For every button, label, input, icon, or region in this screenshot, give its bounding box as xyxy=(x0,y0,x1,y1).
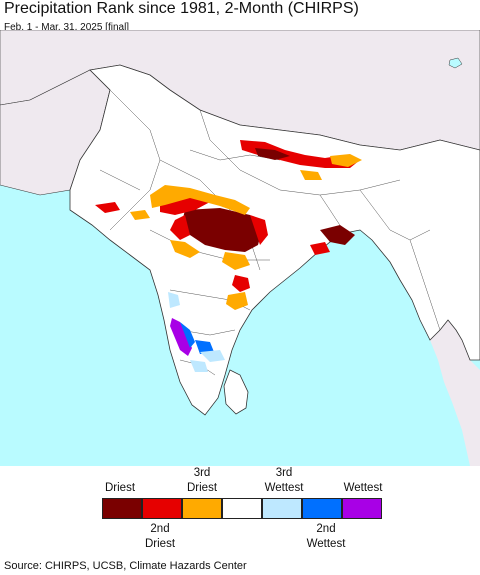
precipitation-map xyxy=(0,30,480,466)
legend-label-3rd-driest: 3rd Driest xyxy=(186,467,218,494)
legend-swatch-driest xyxy=(102,498,142,519)
map-subtitle: Feb. 1 - Mar. 31, 2025 [final] xyxy=(4,22,130,33)
source-credit: Source: CHIRPS, UCSB, Climate Hazards Ce… xyxy=(4,560,247,572)
central-india-driest xyxy=(182,208,262,252)
legend-label-3rd-wettest: 3rd Wettest xyxy=(264,467,304,494)
legend-label-wettest: Wettest xyxy=(343,482,383,494)
legend-label-2nd-wettest: 2nd Wettest xyxy=(306,523,346,550)
legend-swatch-normal xyxy=(222,498,262,519)
legend-swatch-2nd-wettest xyxy=(302,498,342,519)
legend-swatch-wettest xyxy=(342,498,382,519)
legend-label-driest: Driest xyxy=(104,482,136,494)
sri-lanka xyxy=(223,369,249,415)
legend-label-2nd-driest: 2nd Driest xyxy=(144,523,176,550)
map-title: Precipitation Rank since 1981, 2-Month (… xyxy=(4,0,359,17)
lake xyxy=(448,57,463,69)
legend-swatch-3rd-wettest xyxy=(262,498,302,519)
legend-swatch-2nd-driest xyxy=(142,498,182,519)
legend-swatch-3rd-driest xyxy=(182,498,222,519)
wet-patches xyxy=(168,292,225,372)
dry-patches xyxy=(95,140,362,310)
southwest-coast-wettest xyxy=(170,318,192,356)
